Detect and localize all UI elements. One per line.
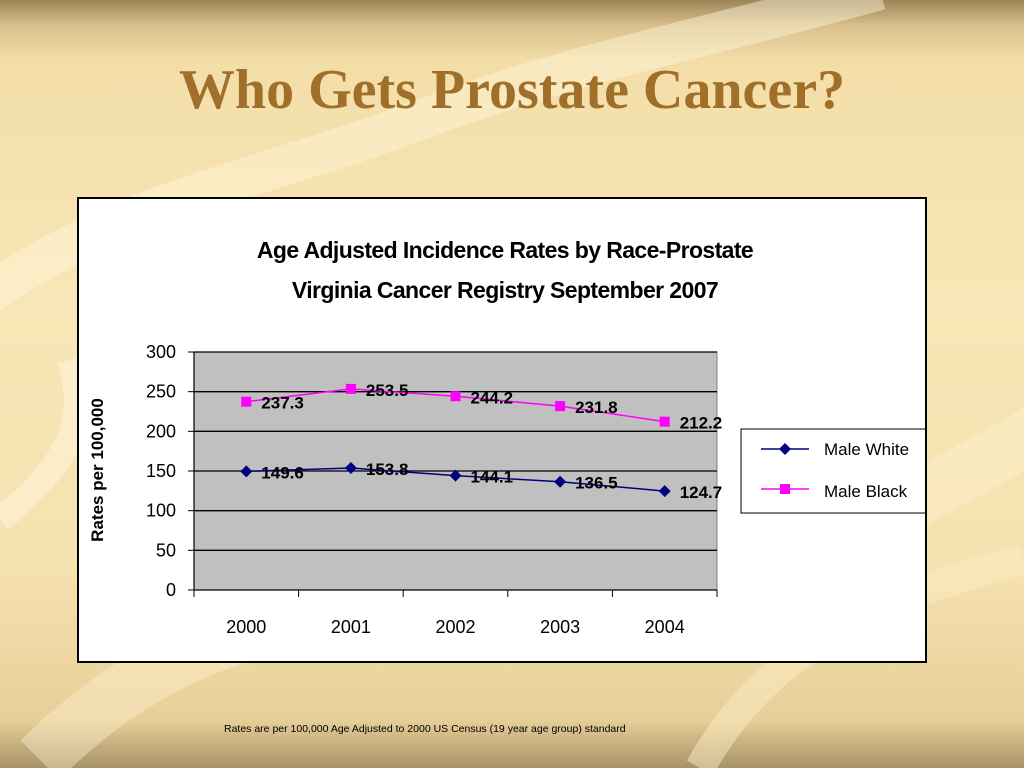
y-tick-label-150: 150 — [146, 461, 176, 481]
chart-container: Age Adjusted Incidence Rates by Race-Pro… — [77, 197, 927, 663]
data-label-male-white-2004: 124.7 — [680, 483, 723, 502]
axes: 0 50 100 150 200 250 300 2000 2001 2002 2003 2004 — [146, 342, 718, 637]
line-chart: Age Adjusted Incidence Rates by Race-Pro… — [88, 237, 925, 637]
legend: Male White Male Black — [740, 428, 925, 514]
chart-title-line-1: Age Adjusted Incidence Rates by Race-Pro… — [257, 237, 753, 263]
data-label-male-black-2002: 244.2 — [471, 388, 514, 407]
data-label-male-white-2003: 136.5 — [575, 474, 618, 493]
y-tick-label-200: 200 — [146, 421, 176, 441]
legend-marker-diamond — [779, 443, 791, 455]
y-tick-label-250: 250 — [146, 382, 176, 402]
point-male-white-2000 — [240, 465, 253, 478]
y-tick-label-50: 50 — [156, 540, 176, 560]
x-tick-label-2003: 2003 — [540, 617, 580, 637]
point-male-white-2001 — [344, 461, 357, 474]
data-label-male-black-2001: 253.5 — [366, 381, 409, 400]
data-label-male-black-2004: 212.2 — [680, 414, 723, 433]
legend-box — [740, 428, 925, 514]
point-male-black-2004 — [659, 416, 670, 427]
chart-title-line-2: Virginia Cancer Registry September 2007 — [292, 277, 718, 303]
point-male-black-2000 — [241, 396, 252, 407]
data-label-male-white-2000: 149.6 — [261, 463, 304, 482]
legend-label-male-black: Male Black — [824, 482, 908, 501]
x-tick-label-2001: 2001 — [331, 617, 371, 637]
data-label-male-white-2002: 144.1 — [471, 468, 514, 487]
y-tick-label-0: 0 — [166, 580, 176, 600]
legend-label-male-white: Male White — [824, 440, 909, 459]
footnote: Rates are per 100,000 Age Adjusted to 20… — [224, 723, 626, 735]
data-label-male-white-2001: 153.8 — [366, 460, 409, 479]
point-male-white-2002 — [449, 469, 462, 482]
point-male-black-2002 — [450, 391, 461, 402]
y-tick-label-100: 100 — [146, 501, 176, 521]
data-label-male-black-2000: 237.3 — [261, 394, 304, 413]
point-male-black-2001 — [345, 383, 356, 394]
y-axis-title: Rates per 100,000 — [88, 398, 107, 542]
point-male-white-2003 — [554, 475, 567, 488]
legend-marker-square — [780, 484, 790, 494]
data-label-male-black-2003: 231.8 — [575, 398, 618, 417]
point-male-black-2003 — [555, 401, 566, 412]
x-tick-label-2004: 2004 — [645, 617, 685, 637]
x-tick-label-2002: 2002 — [435, 617, 475, 637]
y-tick-label-300: 300 — [146, 342, 176, 362]
slide-title: Who Gets Prostate Cancer? — [178, 59, 846, 121]
x-tick-label-2000: 2000 — [226, 617, 266, 637]
series-layer: 149.6 153.8 144.1 136.5 124.7 237.3 253.5 244.2… — [240, 381, 722, 502]
point-male-white-2004 — [658, 485, 671, 498]
